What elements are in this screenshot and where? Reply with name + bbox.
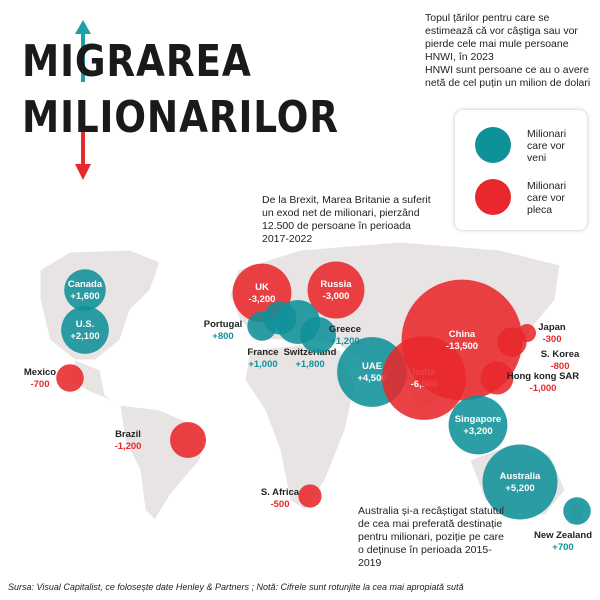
title: MILIONARILOR (22, 92, 339, 143)
country-value: -300 (542, 334, 561, 345)
country-name: Canada (68, 279, 103, 290)
country-value: -13,500 (446, 341, 478, 352)
country-name: Hong kong SAR (507, 371, 579, 382)
arrow-down-head (75, 164, 91, 180)
bubble (563, 497, 591, 525)
title-arrows (75, 20, 91, 180)
country-name: Russia (320, 279, 352, 290)
annotation: Australia și-a recâștigat statutul de ce… (358, 505, 504, 569)
country-value: -3,000 (323, 291, 350, 302)
country-value: +1,600 (70, 291, 99, 302)
country-name: Mexico (24, 367, 56, 378)
country-name: Australia (500, 471, 541, 482)
legend-label: Milionari care vor veni (527, 128, 567, 164)
legend-label: Milionari care vor pleca (527, 180, 567, 216)
country-value: +2,100 (70, 331, 99, 342)
country-name: S. Africa (261, 487, 300, 498)
note: Topul țărilor pentru care se estimează c… (425, 12, 578, 63)
country-name: Greece (329, 324, 361, 335)
arrow-up-head (75, 20, 91, 34)
legend: Milionari care vor veni Milionari care v… (455, 110, 587, 230)
country-value: +1,800 (295, 359, 324, 370)
country-value: -500 (270, 499, 289, 510)
note: HNWI sunt persoane ce au o avere netă de… (425, 64, 591, 89)
country-value: +700 (552, 542, 573, 553)
legend-circle (475, 127, 511, 163)
country-name: Portugal (204, 319, 243, 330)
country-value: -1,200 (115, 441, 142, 452)
country-name: France (247, 347, 278, 358)
bubble (480, 361, 514, 395)
legend-swatch (475, 127, 511, 163)
country-value: -3,200 (249, 294, 276, 305)
annotation: De la Brexit, Marea Britanie a suferit u… (262, 194, 431, 245)
country-value: +1,000 (248, 359, 277, 370)
bubble (482, 444, 558, 520)
country-value: -800 (550, 361, 569, 372)
country-name: New Zealand (534, 530, 592, 541)
source: Sursa: Visual Capitalist, ce folosește d… (8, 582, 464, 592)
bubble (56, 364, 84, 392)
country-value: -1,000 (530, 383, 557, 394)
bubble (497, 327, 527, 357)
country-name: U.S. (76, 319, 94, 330)
title: MIGRAREA (22, 36, 252, 87)
bubble (64, 269, 106, 311)
country-name: China (449, 329, 476, 340)
country-name: Brazil (115, 429, 141, 440)
bubbles: Canada+1,600U.S.+2,100Mexico-700Brazil-1… (24, 261, 592, 553)
country-value: +5,200 (505, 483, 534, 494)
country-value: +800 (212, 331, 233, 342)
country-name: UK (255, 282, 269, 293)
bubble (61, 306, 109, 354)
country-name: Japan (538, 322, 566, 333)
bubble (298, 484, 322, 508)
legend-swatch (475, 179, 511, 215)
country-value: +4,500 (357, 373, 386, 384)
country-value: +1,200 (330, 336, 359, 347)
bubble (169, 421, 207, 459)
country-value: +3,200 (463, 426, 492, 437)
country-name: Singapore (455, 414, 501, 425)
country-name: Switzerland (284, 347, 337, 358)
country-name: S. Korea (541, 349, 580, 360)
bubble (299, 316, 337, 354)
legend-circle (475, 179, 511, 215)
country-value: -700 (30, 379, 49, 390)
bubble (307, 261, 365, 319)
bubble (448, 395, 508, 455)
country-name: UAE (362, 361, 382, 372)
